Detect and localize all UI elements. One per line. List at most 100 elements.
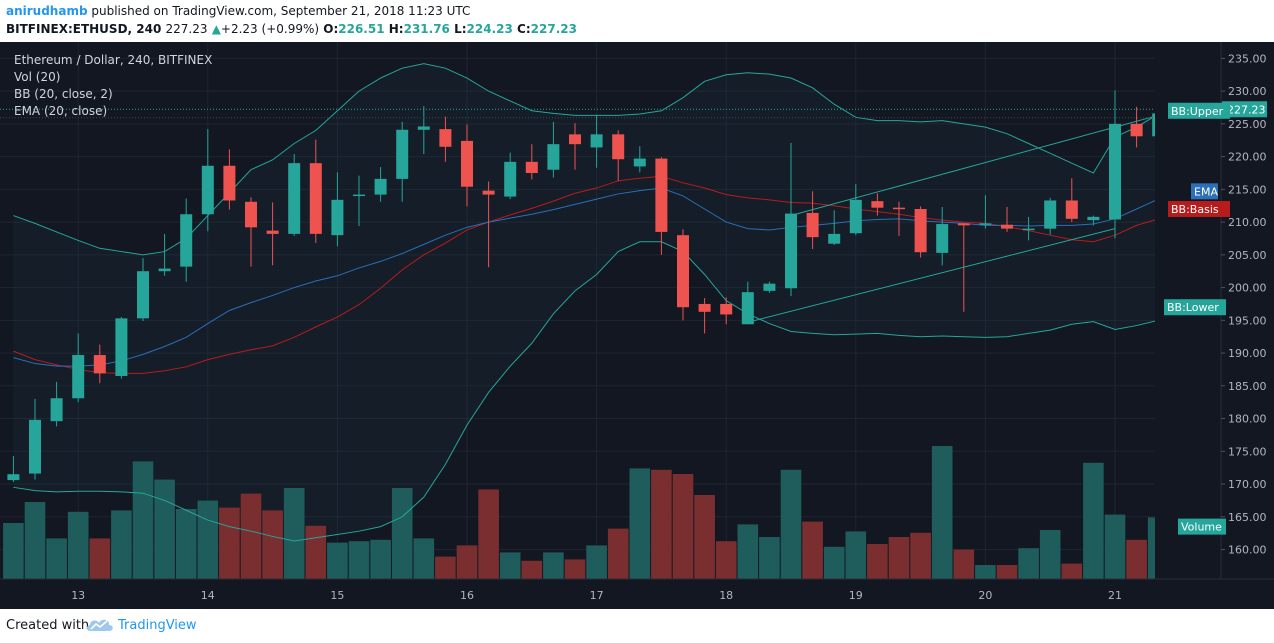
volume-bar	[694, 495, 715, 579]
candle-body	[50, 398, 63, 422]
candle-body	[1022, 228, 1035, 231]
candle-body	[180, 214, 193, 267]
price-tick-label: 230.00	[1228, 85, 1267, 98]
price-tick-label: 195.00	[1228, 314, 1267, 327]
price-chart[interactable]: 235.00 230.00 225.00 220.00 215.00 210.00 205.…	[0, 42, 1274, 609]
candle-body	[201, 165, 214, 215]
candle-body	[612, 134, 625, 160]
volume-bar	[780, 469, 802, 579]
time-tick-label: 14	[201, 589, 215, 602]
price-tick-label: 200.00	[1228, 282, 1267, 295]
candle-body	[288, 163, 301, 234]
low-value: 224.23	[466, 22, 513, 36]
time-tick-label: 17	[590, 589, 604, 602]
volume-bar	[370, 539, 391, 579]
candle-body	[547, 144, 560, 170]
current-price-label: 227.23	[1227, 103, 1266, 116]
volume-bar	[521, 560, 543, 579]
candle-body	[893, 207, 905, 210]
candle-body	[439, 129, 452, 147]
candle-body	[417, 126, 430, 130]
volume-bar	[197, 500, 219, 579]
volume-bar	[910, 532, 931, 579]
ema-tag: EMA	[1194, 185, 1218, 198]
volume-bar	[305, 525, 327, 579]
bb-lower-tag: BB:Lower	[1167, 301, 1219, 314]
candle-body	[7, 474, 20, 481]
bollinger-band-fill	[13, 63, 1180, 542]
tradingview-brand[interactable]: TradingView	[118, 618, 197, 633]
legend-ema: EMA (20, close)	[14, 104, 107, 118]
volume-bar	[823, 546, 845, 579]
volume-bar	[283, 488, 305, 579]
price-tick-label: 205.00	[1228, 249, 1267, 262]
volume-bar	[499, 552, 521, 579]
volume-bar	[67, 511, 89, 579]
indicator-tags: BB:Upper EMA BB:Basis BB:Lower Volume	[1164, 102, 1230, 535]
candle-body	[590, 134, 603, 148]
volume-bar	[651, 469, 672, 579]
volume-bar	[953, 549, 975, 579]
bb-upper-tag: BB:Upper	[1171, 105, 1224, 118]
candle-body	[655, 158, 668, 232]
close-label: C:	[517, 22, 531, 36]
change-arrow-icon: ▲	[211, 22, 221, 36]
volume-bar	[1083, 462, 1104, 579]
candle-body	[936, 224, 949, 253]
candle-body	[849, 199, 862, 234]
candle-body	[914, 208, 927, 253]
volume-bar	[1039, 530, 1061, 579]
volume-tag: Volume	[1181, 521, 1222, 534]
current-price-label-bg	[1222, 101, 1267, 118]
price-tick-label: 185.00	[1228, 380, 1267, 393]
bollinger-band-area	[13, 63, 1180, 542]
price-tick-label: 160.00	[1228, 544, 1267, 557]
candle-body	[29, 419, 41, 474]
bb-lower-tag-bg	[1164, 299, 1226, 316]
volume-bar	[607, 528, 629, 579]
volume-tag-bg	[1178, 518, 1226, 535]
candle-body	[1065, 200, 1078, 219]
price-tick-label: 165.00	[1228, 511, 1267, 524]
low-label: L:	[454, 22, 467, 36]
trend-line	[747, 228, 1116, 323]
tradingview-cloud-icon[interactable]	[86, 615, 114, 635]
time-tick-label: 15	[330, 589, 344, 602]
volume-bar	[802, 521, 823, 579]
bb-upper-tag-bg	[1168, 102, 1230, 119]
volume-bar	[132, 461, 154, 579]
volume-bar	[262, 510, 283, 579]
bb-basis-tag: BB:Basis	[1171, 203, 1219, 216]
volume-bar	[629, 468, 651, 579]
candle-body	[309, 163, 322, 234]
volume-bar	[154, 479, 175, 579]
price-axis-background	[1155, 42, 1274, 609]
candle-body	[158, 268, 171, 272]
publish-line: anirudhamb published on TradingView.com,…	[6, 4, 470, 18]
candle-body	[1109, 123, 1121, 220]
volume-bar	[240, 493, 262, 579]
chart-header: anirudhamb published on TradingView.com,…	[0, 0, 1274, 42]
ema-tag-bg	[1191, 183, 1218, 200]
volume-bar	[219, 507, 240, 579]
candle-body	[871, 201, 884, 208]
candle-body	[1001, 224, 1013, 229]
volume-bar	[111, 510, 132, 579]
time-axis[interactable]: 13 14 15 16 17 18 19 20 21	[71, 589, 1122, 602]
candlesticks	[7, 79, 1186, 483]
price-axis[interactable]: 235.00 230.00 225.00 220.00 215.00 210.00 205.…	[1221, 52, 1267, 557]
current-price-line	[0, 108, 1221, 119]
volume-bar	[327, 542, 348, 579]
price-tick-label: 180.00	[1228, 413, 1267, 426]
volume-bar	[46, 538, 67, 579]
volume-bar	[3, 523, 24, 579]
volume-bar	[715, 541, 737, 579]
candle-body	[741, 292, 754, 325]
time-tick-label: 18	[719, 589, 733, 602]
candle-body	[569, 134, 581, 145]
price-tick-label: 220.00	[1228, 151, 1267, 164]
symbol-name: BITFINEX:ETHUSD, 240	[6, 22, 162, 36]
author-link[interactable]: anirudhamb	[6, 4, 88, 18]
candle-body	[1087, 216, 1100, 221]
trend-line	[790, 108, 1180, 217]
